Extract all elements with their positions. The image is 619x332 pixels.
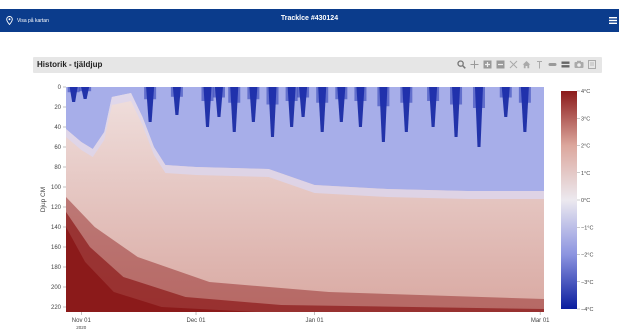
colorbar-tick-label: −1°C xyxy=(581,225,593,231)
cold-streak-surface xyxy=(377,87,390,107)
cold-streak-surface xyxy=(212,87,225,98)
cold-streak-surface xyxy=(228,87,241,103)
cold-streak-surface xyxy=(266,87,279,105)
cold-streak-surface xyxy=(499,87,512,98)
cold-streak-surface xyxy=(201,87,214,101)
zoom-icon[interactable] xyxy=(457,60,466,69)
cold-streak-surface xyxy=(400,87,413,103)
cold-streak-surface xyxy=(297,87,310,98)
closest-hover-icon[interactable] xyxy=(561,60,570,69)
colorbar-tick-label: 4°C xyxy=(581,89,590,95)
cold-streak-surface xyxy=(316,87,329,103)
cold-streak-surface xyxy=(472,87,485,108)
colorbar-tick-label: −2°C xyxy=(581,253,593,259)
x-tick-label: Nov 01 xyxy=(72,318,92,324)
y-tick-label: 180 xyxy=(51,265,62,271)
y-tick-label: 80 xyxy=(54,165,61,171)
y-axis-title: Djup CM xyxy=(40,187,47,212)
y-tick-label: 160 xyxy=(51,245,62,251)
y-tick-label: 60 xyxy=(54,145,61,151)
cold-streak-surface xyxy=(170,87,183,97)
cold-streak-surface xyxy=(79,87,92,92)
page-title: Tracklce #430124 xyxy=(280,15,339,22)
pan-icon[interactable] xyxy=(470,60,479,69)
cold-streak-surface xyxy=(247,87,260,100)
frost-transition-band xyxy=(66,93,544,199)
x-tick-label: Dec 01 xyxy=(187,318,207,324)
home-icon[interactable] xyxy=(522,60,531,69)
colorbar-tick-label: −4°C xyxy=(581,307,593,313)
cold-streak-surface xyxy=(335,87,348,100)
hamburger-menu-icon[interactable] xyxy=(609,16,617,25)
frost-region xyxy=(66,87,544,191)
panel-title: Historik - tjäldjup xyxy=(37,60,103,69)
colorbar-tick-label: 2°C xyxy=(581,144,590,150)
y-tick-label: 140 xyxy=(51,225,62,231)
deep-warm-zone-1 xyxy=(66,197,544,312)
cold-streak-surface xyxy=(354,87,367,101)
colorbar xyxy=(561,91,577,309)
x-tick-label: Mar 01 xyxy=(531,318,550,324)
chart-axes: 0 20 40 60 80 100 120 140 160 180 200 220 Djup CM Nov… xyxy=(40,85,550,330)
y-tick-label: 100 xyxy=(51,185,62,191)
deep-warm-zone-3 xyxy=(66,227,544,312)
cold-streak-surface xyxy=(285,87,298,101)
cold-streak-surface xyxy=(450,87,463,105)
y-tick-label: 0 xyxy=(58,85,62,91)
y-tick-label: 220 xyxy=(51,305,62,311)
colorbar-tick-label: 1°C xyxy=(581,171,590,177)
zoom-out-icon[interactable] xyxy=(496,60,505,69)
cold-streak-surface xyxy=(427,87,440,101)
top-navigation-bar: Visa på kartan Tracklce #430124 xyxy=(0,9,619,32)
colorbar-tick-label: 3°C xyxy=(581,116,590,122)
reset-icon[interactable] xyxy=(588,60,596,69)
y-tick-label: 200 xyxy=(51,285,62,291)
zoom-in-icon[interactable] xyxy=(483,60,492,69)
cold-streak-surface xyxy=(518,87,531,103)
y-tick-label: 120 xyxy=(51,205,62,211)
y-tick-label: 40 xyxy=(54,125,61,131)
autoscale-icon[interactable] xyxy=(509,60,518,69)
x-tick-sublabel: 2020 xyxy=(76,325,87,330)
chart-toolbar xyxy=(457,60,596,69)
compare-hover-icon[interactable] xyxy=(548,60,557,69)
map-link[interactable]: Visa på kartan xyxy=(6,13,49,28)
x-tick-label: Jan 01 xyxy=(306,318,325,324)
spike-lines-icon[interactable] xyxy=(535,60,544,69)
colorbar-tick-label: −3°C xyxy=(581,280,593,286)
cold-streak-surface xyxy=(144,87,157,100)
colorbar-ticks: 4°C 3°C 2°C 1°C 0°C −1°C −2°C −3°C −4°C xyxy=(577,89,593,313)
chart-panel-header: Historik - tjäldjup xyxy=(33,57,602,73)
y-tick-label: 20 xyxy=(54,105,61,111)
map-link-label: Visa på kartan xyxy=(17,17,49,24)
cold-streak-surface xyxy=(67,87,80,93)
heatmap-plot-area xyxy=(66,87,544,312)
map-pin-icon xyxy=(6,16,13,25)
camera-icon[interactable] xyxy=(574,60,584,69)
colorbar-tick-label: 0°C xyxy=(581,198,590,204)
